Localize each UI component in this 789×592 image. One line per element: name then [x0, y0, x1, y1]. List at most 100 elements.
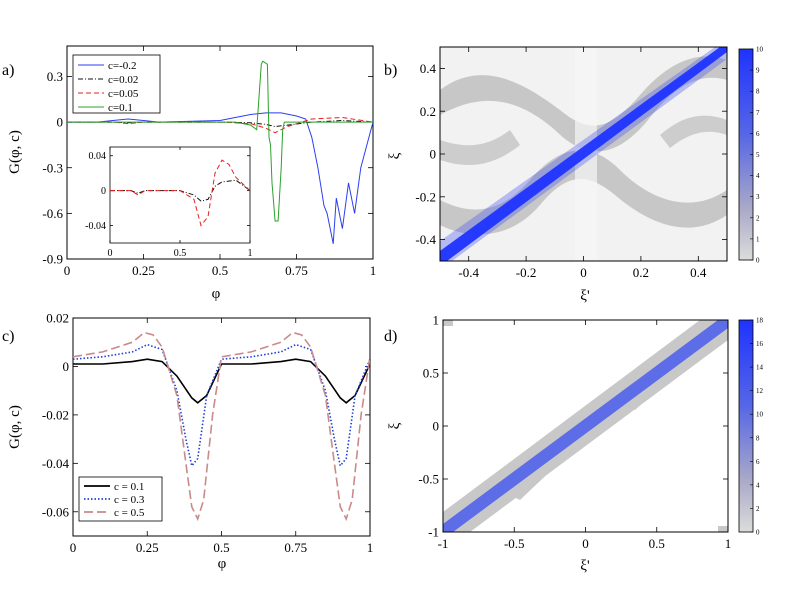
panel-c-line-c0.3	[73, 343, 370, 468]
heatmap-b-gray-region	[440, 56, 727, 152]
panel-c-xtick-label: 0.25	[136, 540, 159, 555]
panel-a-legend-text: c=0.1	[108, 102, 133, 114]
panel-a-line-c0.05	[67, 116, 373, 134]
panel-d-ytick-label: 1	[433, 313, 440, 328]
panel-a-xtick-label: 0.5	[212, 263, 228, 278]
panel-a-inset-ytick-label: 0	[101, 186, 106, 197]
panel-c-xtick-label: 1	[367, 540, 374, 555]
panel-a: a) 0 0.25 0.5 0.75 1 0.3 0 -0.3 -0.6 -0.9 φ G(φ, …	[2, 45, 376, 302]
panel-a-ytick-label: 0	[57, 115, 64, 130]
panel-a-line-c0.2	[67, 112, 373, 244]
panel-c-xtick-label: 0	[70, 540, 77, 555]
panel-b-xlabel: ξ'	[580, 288, 590, 304]
panel-a-inset-series	[110, 159, 250, 227]
panel-b-colorbar-tick-label: 9	[756, 67, 760, 75]
panel-c-axes: 0 0.25 0.5 0.75 1 0.02 0 -0.02 -0.04 -0.06	[42, 311, 373, 555]
panel-a-xtick-label: 0	[64, 263, 71, 278]
panel-a-ytick-label: 0.3	[47, 69, 63, 84]
panel-a-xtick-label: 0.25	[132, 263, 155, 278]
panel-b-ytick-label: -0.2	[415, 189, 436, 204]
panel-a-series	[67, 60, 373, 244]
panel-a-inset-xtick-label: 0.5	[174, 248, 187, 259]
panel-a-label: a)	[2, 62, 14, 79]
panel-c-label: c)	[2, 328, 14, 345]
panel-d-xtick-label: 1	[725, 536, 732, 551]
panel-d-ytick-label: 0.5	[423, 366, 439, 381]
panel-d-xtick-label: -0.5	[504, 536, 525, 551]
panel-a-xtick-label: 1	[370, 263, 377, 278]
panel-b-xtick-label: 0.2	[633, 265, 649, 280]
panel-a-ytick-label: -0.6	[42, 206, 63, 221]
panel-c-line-c0.1	[73, 358, 370, 404]
panel-a-line-c0.1	[67, 60, 373, 222]
heatmap-d-diagonal-band	[443, 320, 728, 532]
panel-c: c) 0 0.25 0.5 0.75 1 0.02 0 -0.02 -0.04 -0.06 φ G…	[2, 311, 373, 572]
panel-b-colorbar-tick-label: 0	[756, 257, 760, 265]
panel-a-legend-text: c=0.05	[108, 88, 139, 100]
panel-b-colorbar-tick-label: 1	[756, 235, 760, 243]
panel-d-ytick-label: 0	[433, 419, 440, 434]
panel-c-legend-entries: c = 0.1c = 0.3c = 0.5	[84, 481, 145, 519]
panel-a-ytick-label: -0.3	[42, 160, 63, 175]
panel-d-colorbar-tick-label: 12	[756, 387, 764, 395]
panel-a-xlabel: φ	[212, 286, 221, 302]
panel-c-ytick-label: 0	[63, 359, 70, 374]
panel-c-ytick-label: 0.02	[46, 311, 69, 326]
panel-a-xtick-label: 0.75	[285, 263, 308, 278]
panel-d-xtick-label: 0.5	[649, 536, 665, 551]
panel-c-xtick-label: 0.5	[213, 540, 229, 555]
panel-b-ytick-label: 0	[430, 147, 437, 162]
panel-c-legend-text: c = 0.5	[114, 507, 145, 519]
panel-a-line-c0.02	[67, 119, 373, 128]
panel-a-legend-text: c=0.02	[108, 74, 138, 86]
heatmap-b-gray-region	[660, 115, 727, 148]
panel-a-inset-ytick-label: -0.04	[85, 221, 106, 232]
panel-d-colorbar-tick-label: 10	[756, 411, 764, 419]
panel-b-colorbar-tick-label: 5	[756, 151, 760, 159]
panel-d-colorbar-tick-label: 18	[756, 317, 764, 325]
panel-b-axes: -0.4 -0.2 0 0.2 0.4 0.4 0.2 0 -0.2 -0.4	[415, 47, 727, 280]
panel-a-inset-xtick-label: 0	[108, 248, 113, 259]
panel-d-colorbar-tick-label: 8	[756, 434, 760, 442]
panel-b-colorbar-tick-label: 3	[756, 193, 760, 201]
panel-d-colorbar-ticks: 18 16 14 12 10 8 6 4 2 0	[750, 317, 764, 537]
heatmap-b-diagonal-band	[440, 47, 727, 261]
panel-d-colorbar	[738, 319, 754, 533]
panel-c-ytick-label: -0.06	[42, 504, 70, 519]
heatmap-d-gray-band	[500, 458, 560, 500]
panel-c-xtick-label: 0.75	[284, 540, 307, 555]
panel-a-inset-line-c0.05	[110, 159, 250, 227]
panel-b-xtick-label: 0	[580, 265, 587, 280]
panel-b-xtick-label: -0.2	[516, 265, 537, 280]
panel-d-colorbar-tick-label: 4	[756, 481, 760, 489]
panel-b-ytick-label: 0.2	[420, 104, 436, 119]
panel-b-colorbar-tick-label: 10	[756, 46, 764, 54]
panel-c-legend	[78, 476, 163, 522]
panel-d-colorbar-tick-label: 16	[756, 340, 764, 348]
panel-b-colorbar-tick-label: 7	[756, 109, 760, 117]
panel-b-colorbar-tick-label: 8	[756, 88, 760, 96]
panel-c-xlabel: φ	[218, 556, 227, 572]
panel-d-ytick-label: -0.5	[418, 472, 439, 487]
panel-a-axes: 0 0.25 0.5 0.75 1 0.3 0 -0.3 -0.6 -0.9	[42, 46, 376, 278]
panel-c-line-c0.5	[73, 331, 370, 522]
panel-a-ylabel: G(φ, c)	[7, 130, 23, 174]
heatmap-d-corner	[718, 526, 728, 532]
panel-b-xtick-label: -0.4	[458, 265, 479, 280]
panel-b-heatmap	[440, 47, 727, 261]
panel-b-ytick-label: -0.4	[415, 232, 436, 247]
panel-a-legend-entries: c=-0.2 c=0.02 c=0.05 c=0.1	[78, 60, 139, 114]
panel-d-ylabel: ξ	[387, 422, 403, 429]
panel-d-colorbar-tick-label: 6	[756, 458, 760, 466]
panel-d-xtick-label: -1	[438, 536, 449, 551]
panel-a-inset-xtick-label: 1	[248, 248, 253, 259]
panel-d-xlabel: ξ'	[580, 558, 590, 574]
panel-b-label: b)	[384, 62, 397, 79]
panel-a-inset-ytick-label: 0.04	[89, 151, 107, 162]
panel-a-ytick-label: -0.9	[42, 252, 63, 267]
panel-d-ytick-label: -1	[428, 525, 439, 540]
panel-d-heatmap	[443, 320, 728, 532]
panel-c-legend-text: c = 0.1	[114, 481, 144, 493]
